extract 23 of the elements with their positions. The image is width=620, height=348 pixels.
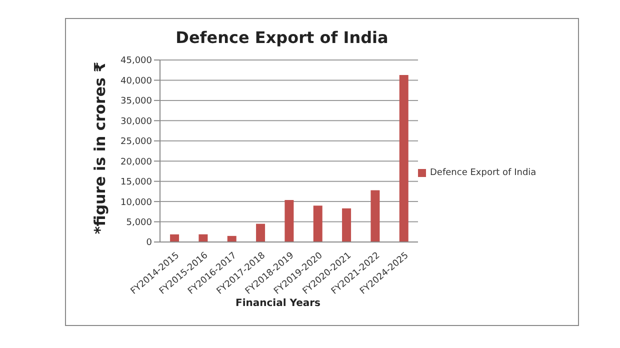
- bar: [399, 74, 408, 242]
- y-tick-label: 5,000: [126, 218, 152, 228]
- bar: [313, 206, 322, 242]
- y-tick-label: 20,000: [120, 157, 152, 168]
- y-tick-label: 0: [146, 238, 152, 248]
- y-tick-label: 45,000: [120, 56, 152, 66]
- bar: [284, 200, 294, 242]
- bar: [370, 190, 380, 242]
- chart-title: Defence Export of India: [176, 28, 388, 47]
- bar: [227, 236, 236, 242]
- bar: [256, 224, 266, 242]
- bar: [170, 234, 180, 242]
- bar: [198, 234, 208, 242]
- y-tick-label: 40,000: [120, 76, 152, 86]
- y-axis-title: *figure is in crores ₹: [91, 62, 109, 234]
- y-tick-label: 15,000: [120, 178, 152, 188]
- x-axis-title: Financial Years: [234, 298, 322, 309]
- y-tick-label: 30,000: [120, 116, 152, 127]
- bar: [342, 208, 352, 242]
- y-tick-label: 25,000: [120, 137, 152, 148]
- y-tick-label: 35,000: [120, 96, 152, 107]
- y-tick-label: 10,000: [120, 198, 152, 208]
- legend-label: Defence Export of India: [430, 168, 536, 178]
